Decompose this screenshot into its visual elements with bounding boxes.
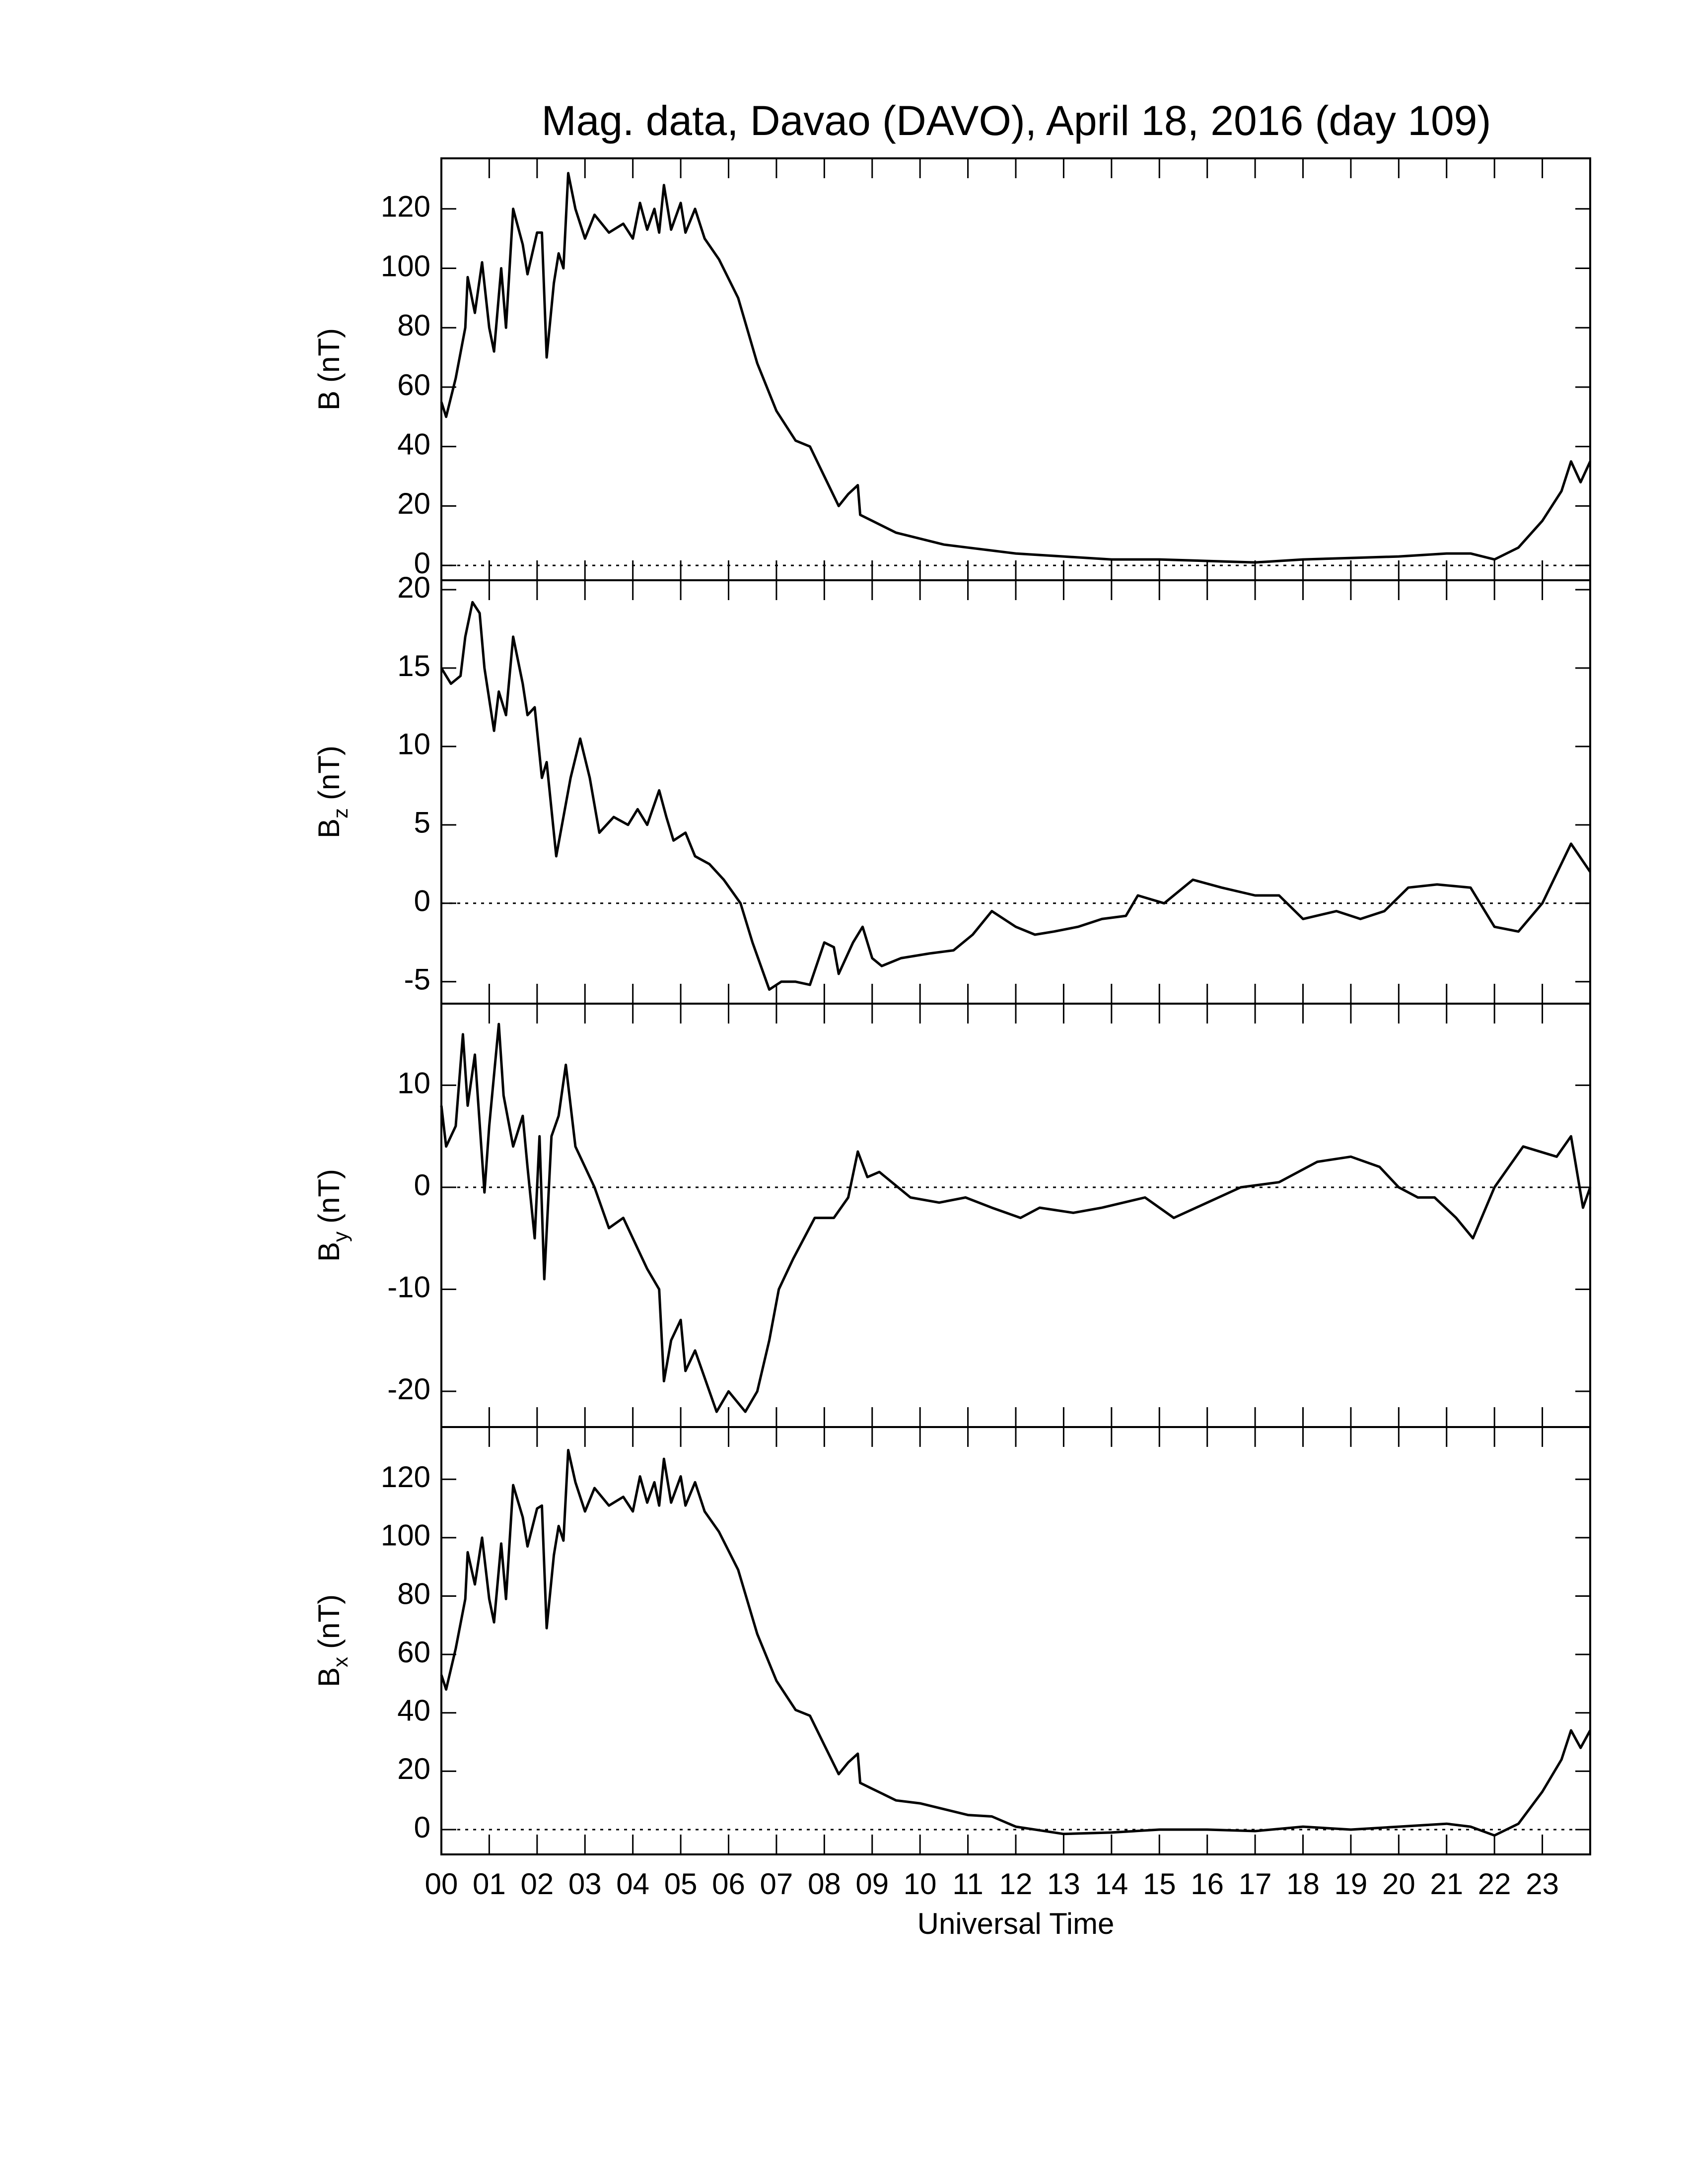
x-tick-label: 07 bbox=[760, 1867, 793, 1901]
x-tick-label: 23 bbox=[1526, 1867, 1559, 1901]
y-tick-label: 40 bbox=[397, 1694, 430, 1727]
y-tick-label: 0 bbox=[414, 546, 430, 580]
x-tick-label: 15 bbox=[1143, 1867, 1176, 1901]
x-tick-label: 06 bbox=[712, 1867, 745, 1901]
y-tick-label: 0 bbox=[414, 1168, 430, 1202]
data-line bbox=[440, 1449, 1592, 1837]
x-tick-label: 10 bbox=[904, 1867, 937, 1901]
x-tick-label: 18 bbox=[1286, 1867, 1320, 1901]
y-tick-label: 20 bbox=[397, 487, 430, 520]
y-tick-label: -10 bbox=[387, 1270, 430, 1303]
y-tick-label: 0 bbox=[414, 1811, 430, 1844]
y-axis-label: By (nT) bbox=[312, 1169, 352, 1262]
plot-frame bbox=[440, 1426, 1591, 1855]
x-axis-label: Universal Time bbox=[917, 1907, 1115, 1940]
y-tick-label: 20 bbox=[397, 1752, 430, 1785]
y-tick-label: 0 bbox=[414, 885, 430, 918]
y-tick-label: -20 bbox=[387, 1372, 430, 1406]
y-tick-label: 100 bbox=[381, 249, 430, 282]
y-tick-label: 120 bbox=[381, 1460, 430, 1494]
x-tick-label: 12 bbox=[999, 1867, 1033, 1901]
y-axis-label-part: (nT) bbox=[312, 1169, 346, 1224]
y-tick-label: 15 bbox=[397, 649, 430, 682]
y-axis-label-part: (nT) bbox=[312, 746, 346, 800]
x-tick-label: 00 bbox=[425, 1867, 458, 1901]
chart-title: Mag. data, Davao (DAVO), April 18, 2016 … bbox=[542, 97, 1491, 144]
y-axis-label-part: (nT) bbox=[312, 1594, 346, 1649]
y-tick-label: 60 bbox=[397, 1636, 430, 1669]
y-axis-label-sub: z bbox=[329, 808, 352, 819]
x-tick-label: 04 bbox=[616, 1867, 649, 1901]
x-tick-label: 11 bbox=[952, 1867, 983, 1901]
y-tick-label: 100 bbox=[381, 1519, 430, 1552]
y-axis-label-part: (nT) bbox=[312, 328, 346, 383]
y-axis-label-part: B bbox=[312, 391, 346, 410]
x-tick-label: 09 bbox=[855, 1867, 889, 1901]
x-tick-label: 13 bbox=[1047, 1867, 1080, 1901]
y-tick-label: 40 bbox=[397, 427, 430, 461]
x-tick-label: 14 bbox=[1095, 1867, 1128, 1901]
y-tick-label: 10 bbox=[397, 1066, 430, 1099]
y-tick-label: 20 bbox=[397, 571, 430, 604]
x-tick-label: 03 bbox=[568, 1867, 602, 1901]
x-tick-label: 08 bbox=[808, 1867, 841, 1901]
y-axis-label-sub: x bbox=[329, 1657, 352, 1667]
y-axis-label-part: B bbox=[312, 1667, 346, 1687]
y-tick-label: 120 bbox=[381, 190, 430, 223]
y-axis-label: Bz (nT) bbox=[312, 746, 352, 838]
y-tick-label: 60 bbox=[397, 368, 430, 402]
y-axis-label-sub: y bbox=[329, 1231, 352, 1242]
x-tick-label: 20 bbox=[1382, 1867, 1415, 1901]
y-tick-label: 5 bbox=[414, 806, 430, 839]
y-axis-label-part: B bbox=[312, 819, 346, 838]
x-tick-label: 05 bbox=[664, 1867, 698, 1901]
x-tick-label: 02 bbox=[520, 1867, 554, 1901]
plot-frame bbox=[440, 157, 1591, 581]
y-axis-label: Bx (nT) bbox=[312, 1594, 352, 1687]
data-line bbox=[440, 601, 1592, 991]
y-axis-label-part: B bbox=[312, 1242, 346, 1262]
y-tick-label: 10 bbox=[397, 728, 430, 761]
x-tick-label: 21 bbox=[1430, 1867, 1463, 1901]
y-axis-label: B (nT) bbox=[312, 328, 346, 410]
x-tick-label: 17 bbox=[1239, 1867, 1272, 1901]
x-tick-label: 16 bbox=[1191, 1867, 1224, 1901]
y-tick-label: 80 bbox=[397, 309, 430, 342]
x-tick-label: 19 bbox=[1335, 1867, 1368, 1901]
y-tick-label: 80 bbox=[397, 1577, 430, 1610]
x-tick-label: 01 bbox=[473, 1867, 506, 1901]
x-tick-label: 22 bbox=[1478, 1867, 1511, 1901]
data-line bbox=[440, 172, 1592, 564]
plot-frame bbox=[440, 579, 1591, 1005]
y-tick-label: -5 bbox=[404, 963, 430, 996]
data-line bbox=[440, 1023, 1592, 1413]
